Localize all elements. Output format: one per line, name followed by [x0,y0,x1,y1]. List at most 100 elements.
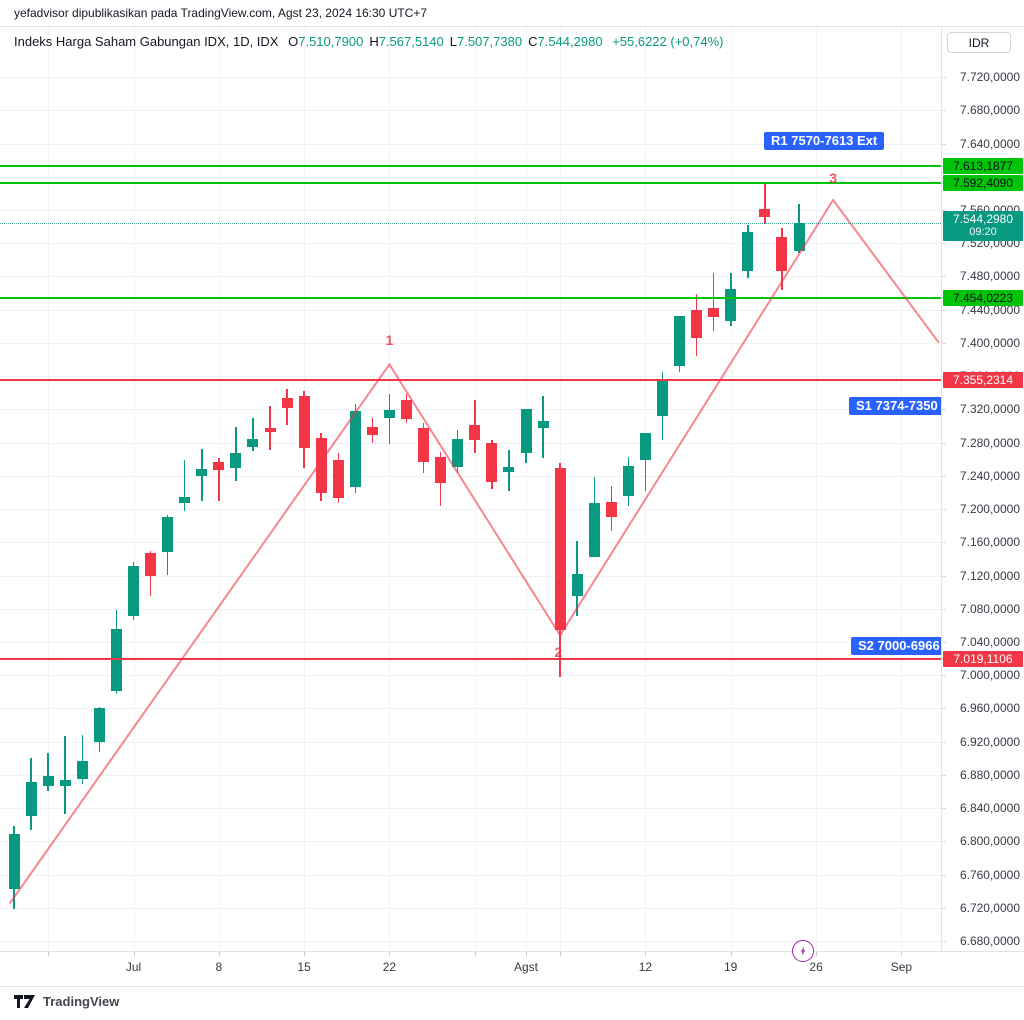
candle-body [588,503,600,558]
tradingview-logo-icon [14,995,35,1008]
price-tick-mark [942,641,946,643]
resistance-line[interactable] [0,164,941,167]
price-tick-label: 7.120,0000 [959,568,1020,583]
price-tick-mark [942,708,946,710]
lightning-icon [800,946,806,956]
sr-zone-tag[interactable]: R1 7570-7613 Ext [764,131,885,150]
candle-body [25,781,37,817]
sr-zone-tag[interactable]: S1 7374-7350 [849,396,941,415]
bar-countdown: 09:20 [969,226,997,238]
candle-body [435,456,447,484]
price-axis[interactable]: 7.720,0000 7.680,0000 7.640,0000 7.560,0000… [941,27,1024,951]
gridline-vertical [901,27,903,951]
gridline-horizontal [0,342,941,344]
candle-wick [64,735,66,814]
gridline-horizontal [0,209,941,211]
candle-body [742,232,754,272]
price-tick-mark [942,77,946,78]
candle-body [298,396,310,449]
support-line[interactable] [0,658,941,661]
time-tick-label: 22 [382,960,397,974]
price-level-label: 7.019,1106 [943,651,1023,668]
gridline-horizontal [0,575,941,577]
time-tick-mark [645,952,647,956]
elliott-wave-trendline[interactable] [0,27,941,951]
candle-body [349,411,361,488]
ohlc-value: 7.507,7380 [457,34,523,49]
price-tick-mark [942,608,946,610]
candle-body [42,775,54,786]
gridline-horizontal [0,808,941,810]
price-tick-label: 7.440,0000 [959,302,1020,317]
gridline-horizontal [0,774,941,776]
resistance-line[interactable] [0,297,941,299]
ohlc-label: L [449,34,458,49]
brand-text: TradingView [43,994,120,1009]
gridline-horizontal [0,376,941,378]
ohlc-values: O7.510,7900 H7.567,5140 L7.507,7380 C7.544,… [282,34,602,49]
price-tick-label: 6.760,0000 [959,867,1020,882]
time-tick-label: 15 [297,960,311,974]
gridline-vertical [133,27,135,951]
price-tick-label: 7.000,0000 [959,668,1020,683]
gridline-horizontal [0,841,941,843]
gridline-horizontal [0,309,941,311]
change-value: +55,6222 (+0,74%) [612,34,724,49]
price-tick-mark [942,542,946,544]
price-tick-mark [942,907,946,909]
chart-canvas[interactable]: 1 2 3 R1 7570-7613 Ext S1 7374-7350 S2 7000-6… [0,27,941,951]
price-tick-mark [942,575,946,577]
time-axis[interactable]: Jul 8 15 22 Agst 12 19 26 Sep [0,951,1024,986]
event-lightning-marker[interactable] [792,940,814,962]
time-tick-label: Agst [513,960,539,974]
gridline-horizontal [0,708,941,710]
time-tick-mark [816,952,818,956]
price-tick-label: 7.720,0000 [959,70,1020,84]
candle-body [162,516,174,553]
candle-body [520,408,532,454]
candle-body [179,496,191,504]
candle-body [418,428,430,462]
sr-zone-tag[interactable]: S2 7000-6966 [851,637,941,656]
tradingview-branding[interactable]: TradingView [14,994,119,1009]
resistance-line[interactable] [0,182,941,184]
price-tick-mark [942,475,946,477]
price-tick-label: 6.720,0000 [959,900,1020,915]
symbol-title[interactable]: Indeks Harga Saham Gabungan IDX, 1D, IDX [14,34,279,49]
gridline-horizontal [0,874,941,876]
price-level-label: 7.613,1877 [943,157,1023,174]
price-tick-label: 6.680,0000 [959,934,1020,948]
price-tick-label: 7.160,0000 [959,535,1020,550]
currency-button[interactable]: IDR [947,32,1011,53]
gridline-horizontal [0,77,941,78]
price-level-label: 7.592,4090 [943,175,1023,191]
chart-frame: Indeks Harga Saham Gabungan IDX, 1D, IDX… [0,26,1024,987]
gridline-horizontal [0,176,941,178]
price-tick-mark [942,309,946,311]
ohlc-value: 7.544,2980 [537,34,603,49]
candle-body [8,833,20,890]
time-tick-mark [48,952,50,956]
candle-body [622,465,634,496]
gridline-horizontal [0,675,941,677]
price-tick-mark [942,675,946,677]
time-tick-mark [304,952,306,956]
time-tick-mark [133,952,135,956]
candle-body [93,708,105,742]
last-price-line [0,223,941,224]
candle-body [213,461,225,470]
price-tick-mark [942,409,946,411]
candle-body [537,420,549,429]
time-tick-mark [389,952,391,956]
candle-body [691,309,703,338]
price-tick-mark [942,941,946,942]
gridline-horizontal [0,542,941,544]
gridline-vertical [816,27,818,951]
gridline-vertical [730,27,732,951]
candle-body [605,501,617,517]
support-line[interactable] [0,379,941,381]
gridline-horizontal [0,941,941,942]
price-tick-label: 7.080,0000 [959,601,1020,616]
gridline-vertical [474,27,476,951]
